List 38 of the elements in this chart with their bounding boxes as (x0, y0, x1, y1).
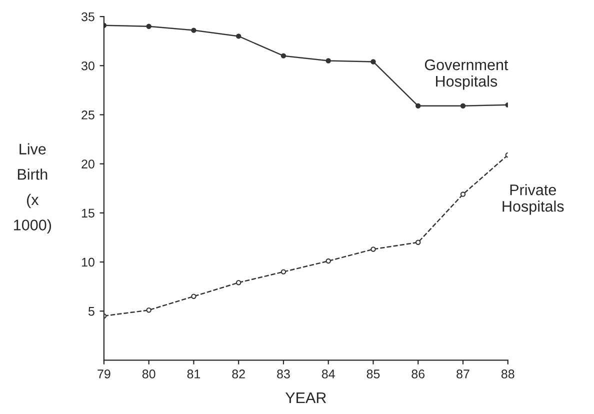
point (146, 24, 152, 29)
y-axis-title: Live Birth (x 1000) (14, 143, 51, 234)
series-label: Government Hospitals (424, 59, 508, 90)
point (460, 192, 466, 197)
point (370, 59, 376, 64)
point (326, 258, 331, 264)
y-tick-label: 35 (81, 12, 94, 22)
point (191, 294, 196, 299)
point (236, 280, 242, 286)
point (460, 103, 466, 109)
x-tick-label: 79 (98, 370, 110, 378)
y-tick-label: 30 (81, 61, 94, 70)
y-tick-label: 25 (82, 110, 94, 120)
x-tick-label: 82 (232, 370, 245, 378)
point (191, 28, 196, 33)
x-tick-label: 85 (366, 370, 380, 378)
line-series (104, 22, 508, 109)
y-tick-label: 10 (82, 258, 94, 267)
x-tick-label: 83 (277, 370, 290, 378)
point (416, 240, 421, 245)
y-tick-label: 5 (88, 307, 94, 316)
x-tick-label: 81 (187, 370, 200, 378)
x-tick-label: 87 (456, 370, 470, 378)
y-tick-label: 15 (82, 208, 94, 218)
x-tick-label: 80 (142, 370, 156, 378)
x-tick-label: 86 (412, 370, 425, 378)
point (326, 58, 331, 64)
y-tick-label: 20 (82, 160, 94, 168)
point (236, 34, 242, 39)
x-tick-label: 84 (322, 370, 335, 378)
point (280, 269, 286, 274)
point (146, 308, 152, 313)
point (370, 246, 376, 252)
x-tick-label: 88 (501, 370, 514, 378)
x-axis-title: YEAR (285, 392, 326, 404)
point (280, 53, 286, 58)
series-label: Private Hospitals (502, 184, 564, 215)
point (416, 103, 421, 109)
